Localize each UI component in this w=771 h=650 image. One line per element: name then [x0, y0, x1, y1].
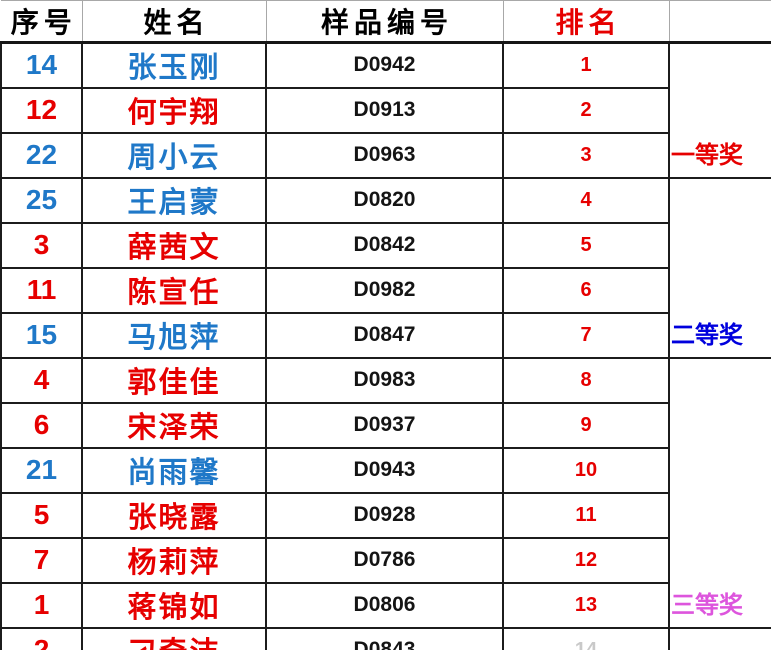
prize-cell-third[interactable]: 三等奖 — [668, 356, 771, 629]
name-cell[interactable]: 薛茜文 — [81, 221, 267, 269]
rank-cell[interactable]: 7 — [502, 311, 670, 359]
sample-cell[interactable]: D0963 — [265, 131, 504, 179]
table-row: 2 刁奇洁 D0843 14 — [0, 626, 771, 650]
table-row: 5 张晓露 D0928 11 — [0, 491, 771, 539]
sample-cell[interactable]: D0842 — [265, 221, 504, 269]
table-row: 22 周小云 D0963 3 — [0, 131, 771, 179]
serial-cell[interactable]: 2 — [0, 626, 83, 650]
serial-cell[interactable]: 3 — [0, 221, 83, 269]
serial-cell[interactable]: 5 — [0, 491, 83, 539]
prize-cell-second[interactable]: 二等奖 — [668, 176, 771, 359]
table-row: 6 宋泽荣 D0937 9 — [0, 401, 771, 449]
name-cell[interactable]: 刁奇洁 — [81, 626, 267, 650]
name-cell[interactable]: 何宇翔 — [81, 86, 267, 134]
prize-cell-first[interactable]: 一等奖 — [668, 41, 771, 179]
serial-cell[interactable]: 25 — [0, 176, 83, 224]
sample-cell[interactable]: D0820 — [265, 176, 504, 224]
header-rank[interactable]: 排名 — [503, 0, 670, 44]
serial-cell[interactable]: 4 — [0, 356, 83, 404]
rank-cell[interactable]: 5 — [502, 221, 670, 269]
rank-cell[interactable]: 11 — [502, 491, 670, 539]
table-row: 3 薛茜文 D0842 5 — [0, 221, 771, 269]
serial-cell[interactable]: 11 — [0, 266, 83, 314]
sample-cell[interactable]: D0843 — [265, 626, 504, 650]
name-cell[interactable]: 周小云 — [81, 131, 267, 179]
rank-cell[interactable]: 12 — [502, 536, 670, 584]
name-cell[interactable]: 郭佳佳 — [81, 356, 267, 404]
serial-cell[interactable]: 7 — [0, 536, 83, 584]
header-name[interactable]: 姓名 — [82, 0, 267, 44]
rank-cell[interactable]: 8 — [502, 356, 670, 404]
name-cell[interactable]: 尚雨馨 — [81, 446, 267, 494]
table-row: 4 郭佳佳 D0983 8 三等奖 — [0, 356, 771, 629]
prize-cell-empty[interactable] — [668, 626, 771, 650]
sample-cell[interactable]: D0943 — [265, 446, 504, 494]
serial-cell[interactable]: 12 — [0, 86, 83, 134]
serial-cell[interactable]: 22 — [0, 131, 83, 179]
table-row: 7 杨莉萍 D0786 12 — [0, 536, 771, 584]
serial-cell[interactable]: 6 — [0, 401, 83, 449]
name-cell[interactable]: 杨莉萍 — [81, 536, 267, 584]
sample-cell[interactable]: D0942 — [265, 41, 504, 89]
name-cell[interactable]: 蒋锦如 — [81, 581, 267, 629]
rank-cell[interactable]: 4 — [502, 176, 670, 224]
table-header-row: 序号 姓名 样品编号 排名 — [1, 0, 771, 44]
rank-cell[interactable]: 14 — [502, 626, 670, 650]
sample-cell[interactable]: D0983 — [265, 356, 504, 404]
name-cell[interactable]: 宋泽荣 — [81, 401, 267, 449]
rank-cell[interactable]: 9 — [502, 401, 670, 449]
rank-cell[interactable]: 6 — [502, 266, 670, 314]
name-cell[interactable]: 张晓露 — [81, 491, 267, 539]
sample-cell[interactable]: D0913 — [265, 86, 504, 134]
name-cell[interactable]: 张玉刚 — [81, 41, 267, 89]
rank-cell[interactable]: 13 — [502, 581, 670, 629]
table-row: 15 马旭萍 D0847 7 — [0, 311, 771, 359]
rank-cell[interactable]: 1 — [502, 41, 670, 89]
sample-cell[interactable]: D0937 — [265, 401, 504, 449]
sample-cell[interactable]: D0928 — [265, 491, 504, 539]
table-row: 25 王启蒙 D0820 4 二等奖 — [0, 176, 771, 359]
serial-cell[interactable]: 1 — [0, 581, 83, 629]
sample-cell[interactable]: D0847 — [265, 311, 504, 359]
header-prize[interactable] — [669, 0, 771, 44]
table-row: 1 蒋锦如 D0806 13 — [0, 581, 771, 629]
name-cell[interactable]: 马旭萍 — [81, 311, 267, 359]
rank-cell[interactable]: 10 — [502, 446, 670, 494]
serial-cell[interactable]: 21 — [0, 446, 83, 494]
table-row: 12 何宇翔 D0913 2 — [0, 86, 771, 134]
table-row: 11 陈宣任 D0982 6 — [0, 266, 771, 314]
sample-cell[interactable]: D0982 — [265, 266, 504, 314]
sample-cell[interactable]: D0786 — [265, 536, 504, 584]
table-row: 14 张玉刚 D0942 1 一等奖 — [0, 41, 771, 179]
rank-cell[interactable]: 2 — [502, 86, 670, 134]
serial-cell[interactable]: 15 — [0, 311, 83, 359]
table-row: 21 尚雨馨 D0943 10 — [0, 446, 771, 494]
header-sample[interactable]: 样品编号 — [266, 0, 504, 44]
rank-cell[interactable]: 3 — [502, 131, 670, 179]
serial-cell[interactable]: 14 — [0, 41, 83, 89]
sample-cell[interactable]: D0806 — [265, 581, 504, 629]
name-cell[interactable]: 陈宣任 — [81, 266, 267, 314]
header-serial[interactable]: 序号 — [1, 0, 83, 44]
name-cell[interactable]: 王启蒙 — [81, 176, 267, 224]
